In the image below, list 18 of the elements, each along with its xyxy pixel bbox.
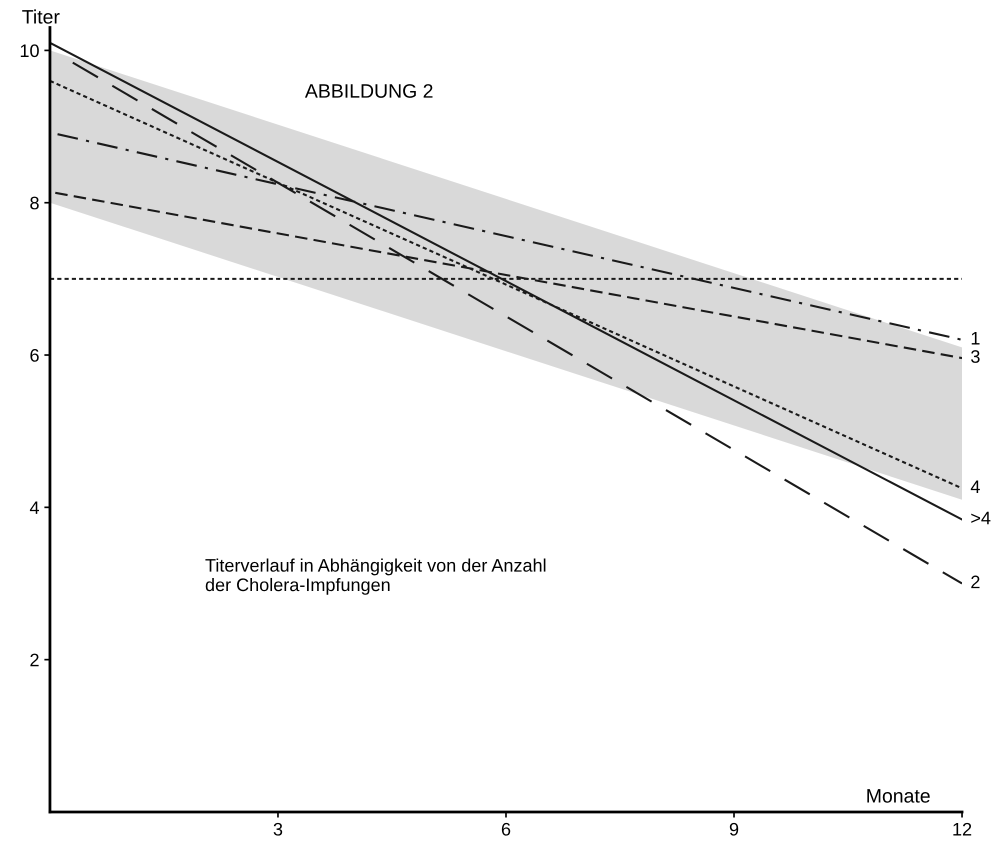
y-tick-label: 10 <box>20 44 39 58</box>
series-label: 2 <box>971 576 980 588</box>
x-tick-label: 3 <box>274 822 282 836</box>
y-tick-label: 2 <box>30 654 39 666</box>
y-tick-label: 4 <box>30 501 40 514</box>
y-axis-title: Titer <box>22 9 60 24</box>
y-tick-label: 6 <box>30 348 39 362</box>
text: ABBILDUNG 2 <box>304 84 432 98</box>
annotation: Titerverlauf in Abhängigkeit von der Anzahl der Cholera-Impfungen <box>205 558 546 595</box>
series-label: 3 <box>971 350 980 363</box>
x-axis-title: Monate <box>867 789 930 803</box>
series-label: 1 <box>972 332 980 344</box>
series-label: 4 <box>970 480 980 493</box>
x-tick-label: 12 <box>953 822 972 836</box>
series-label: >4 <box>971 512 990 524</box>
x-tick-label: 6 <box>502 822 510 836</box>
y-tick-label: 8 <box>30 196 39 210</box>
x-tick-label: 9 <box>730 822 738 836</box>
